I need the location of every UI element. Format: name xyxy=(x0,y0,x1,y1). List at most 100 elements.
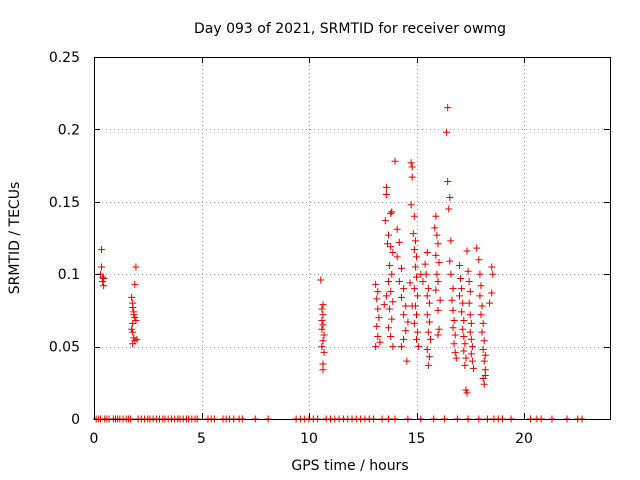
data-point xyxy=(410,319,418,327)
data-point xyxy=(393,253,401,261)
x-tick-label: 20 xyxy=(515,431,533,447)
chart-title: Day 093 of 2021, SRMTID for receiver owm… xyxy=(194,21,506,37)
data-point xyxy=(99,277,107,285)
data-point xyxy=(319,366,327,374)
data-point xyxy=(413,273,420,281)
data-point xyxy=(466,328,474,336)
data-point xyxy=(397,293,405,301)
data-point xyxy=(464,267,472,275)
data-point xyxy=(451,331,459,339)
data-point xyxy=(132,317,140,325)
data-point xyxy=(436,296,444,304)
data-point xyxy=(380,301,388,309)
data-point xyxy=(451,348,459,356)
data-point xyxy=(373,295,381,303)
data-point xyxy=(411,263,419,271)
data-point xyxy=(130,311,138,319)
data-point xyxy=(422,270,430,278)
data-point xyxy=(468,343,476,351)
y-tick-label: 0.1 xyxy=(58,267,80,283)
data-point xyxy=(318,317,326,325)
data-point xyxy=(461,340,469,348)
data-point xyxy=(432,251,440,259)
data-point xyxy=(413,253,420,261)
data-point xyxy=(400,285,408,293)
data-point xyxy=(387,243,395,251)
data-point xyxy=(100,275,108,283)
data-point xyxy=(479,345,487,353)
data-point xyxy=(385,324,393,332)
data-point xyxy=(386,305,394,313)
data-point xyxy=(477,282,485,290)
data-point xyxy=(318,343,326,351)
data-point xyxy=(425,299,433,307)
data-point xyxy=(450,340,458,348)
data-point xyxy=(434,306,442,314)
data-point xyxy=(389,343,397,351)
data-point xyxy=(445,205,453,213)
data-point xyxy=(477,311,485,319)
data-point xyxy=(402,302,410,310)
data-point xyxy=(374,332,382,340)
data-point xyxy=(409,230,417,238)
data-point xyxy=(469,364,477,372)
data-point xyxy=(425,318,433,326)
data-point xyxy=(460,347,468,355)
data-point xyxy=(319,321,327,329)
data-point xyxy=(400,335,408,343)
data-point xyxy=(488,289,496,297)
data-point xyxy=(318,325,326,333)
data-point xyxy=(372,343,380,351)
data-point xyxy=(132,263,140,271)
data-point xyxy=(486,299,494,307)
data-point xyxy=(462,354,470,362)
data-point xyxy=(407,159,415,167)
y-tick-label: 0 xyxy=(71,412,80,428)
data-point xyxy=(407,201,415,209)
data-point xyxy=(397,343,405,351)
x-tick-label: 10 xyxy=(300,431,318,447)
data-point xyxy=(479,319,487,327)
data-point xyxy=(98,246,106,254)
data-point xyxy=(468,357,476,365)
data-point xyxy=(433,231,441,239)
data-point xyxy=(131,314,139,322)
y-tick-label: 0.2 xyxy=(58,122,80,138)
grid xyxy=(94,57,610,419)
data-point xyxy=(480,357,488,365)
data-point xyxy=(450,317,458,325)
axis-tick-labels: 0 5 10 15 20 0 0.05 0.1 0.15 0.2 0.25 xyxy=(49,50,533,447)
data-point xyxy=(100,282,108,290)
data-point xyxy=(320,348,328,356)
y-tick-label: 0.15 xyxy=(49,195,80,211)
data-point xyxy=(456,292,463,300)
x-axis-label: GPS time / hours xyxy=(291,458,408,474)
data-point xyxy=(460,317,468,325)
data-point xyxy=(385,277,393,285)
data-point xyxy=(423,248,431,256)
data-point xyxy=(480,380,488,388)
data-point xyxy=(463,247,471,255)
data-point xyxy=(410,212,418,220)
data-point xyxy=(128,293,136,301)
data-point xyxy=(449,324,457,332)
data-point xyxy=(393,225,401,233)
data-point xyxy=(374,305,382,313)
y-tick-label: 0.05 xyxy=(49,340,80,356)
data-point xyxy=(432,286,440,294)
data-point xyxy=(129,328,137,336)
data-point xyxy=(400,311,408,319)
data-point xyxy=(388,315,396,323)
data-point xyxy=(444,178,452,186)
data-point xyxy=(410,246,418,254)
data-point xyxy=(414,292,422,300)
data-point xyxy=(447,237,455,245)
data-point xyxy=(402,327,410,335)
data-point xyxy=(473,244,481,252)
data-point xyxy=(459,299,467,307)
y-tick-label: 0.25 xyxy=(49,50,80,66)
data-point xyxy=(408,173,416,181)
data-point xyxy=(374,288,382,296)
